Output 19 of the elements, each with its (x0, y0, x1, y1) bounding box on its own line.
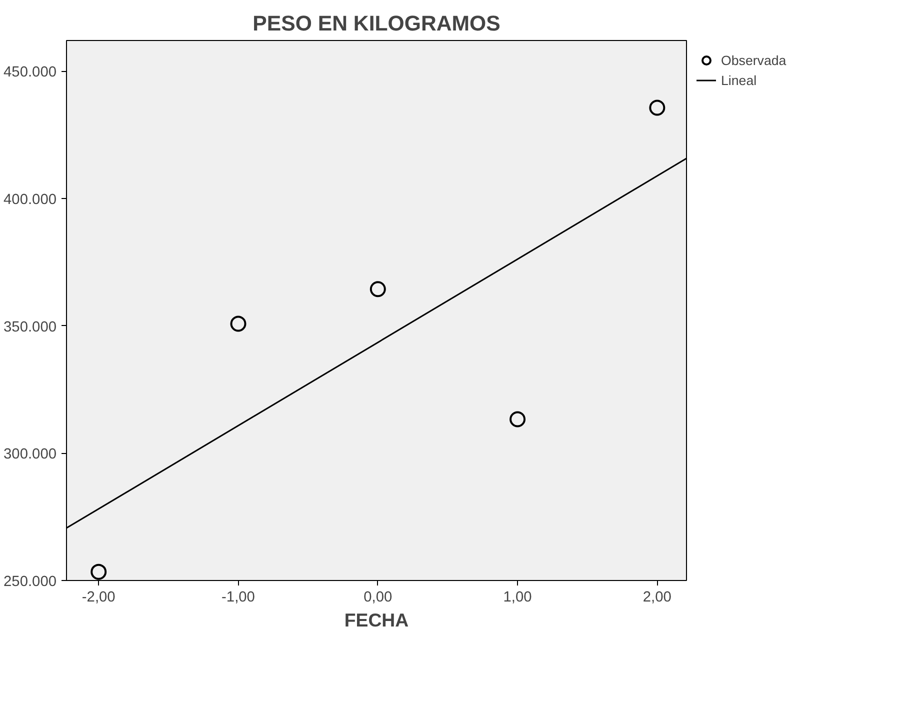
y-tick-label: 400.000 (4, 192, 57, 208)
point (510, 411, 526, 428)
x-tick-label: 0,00 (364, 590, 392, 606)
point (370, 281, 386, 298)
y-tick-label: 250.000 (4, 574, 57, 590)
point (230, 316, 246, 332)
chart-title: PESO EN KILOGRAMOS (252, 12, 500, 36)
y-tick-label: 350.000 (4, 319, 57, 336)
x-tick-label: 1,00 (503, 590, 532, 606)
legend-label: Observada (721, 52, 786, 68)
x-tick-label: -1,00 (222, 590, 255, 606)
x-tick-label: 2,00 (642, 590, 672, 606)
legend-label: Lineal (721, 72, 757, 88)
x-tick-label: -2,00 (82, 590, 116, 606)
point (649, 100, 666, 116)
y-tick-label: 300.000 (4, 446, 57, 463)
x-axis-title: FECHA (344, 610, 409, 630)
y-tick-label: 450.000 (4, 64, 57, 81)
point (90, 564, 107, 580)
